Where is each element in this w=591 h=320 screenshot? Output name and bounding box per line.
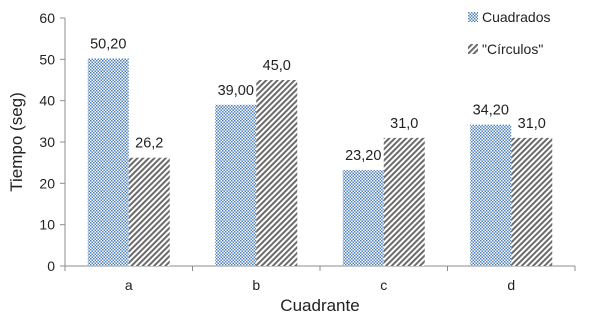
y-tick-label: 0 (47, 258, 55, 274)
data-label: 31,0 (518, 116, 546, 132)
x-category-labels: a b c d (125, 277, 515, 293)
x-category-label: d (507, 277, 515, 293)
y-tick-label: 10 (39, 217, 55, 233)
legend-label-circulos: "Círculos" (482, 41, 543, 57)
y-tick-labels: 0 10 20 30 40 50 60 (39, 10, 576, 274)
bar (511, 137, 553, 266)
bar (87, 58, 129, 266)
data-label: 31,0 (390, 116, 418, 132)
y-tick-label: 50 (39, 51, 55, 67)
data-label: 34,20 (473, 103, 509, 119)
bar (215, 104, 257, 266)
y-tick-label: 40 (39, 93, 55, 109)
data-label: 50,20 (90, 37, 126, 53)
bars (87, 58, 553, 266)
legend-swatch-circulos (468, 44, 478, 54)
legend: Cuadrados "Círculos" (468, 9, 551, 57)
legend-swatch-cuadrados (468, 12, 478, 22)
data-label: 45,0 (263, 58, 291, 74)
x-category-label: a (125, 277, 133, 293)
data-label: 26,2 (135, 136, 163, 152)
data-labels: 50,20 26,2 39,00 45,0 23,20 31,0 34,20 31,0 (90, 37, 546, 165)
y-tick-label: 60 (39, 10, 55, 26)
bar (128, 157, 170, 266)
x-category-label: b (252, 277, 260, 293)
y-axis-title: Tiempo (seg) (7, 92, 26, 192)
x-category-label: c (380, 277, 387, 293)
bar (256, 80, 298, 266)
y-tick-label: 30 (39, 134, 55, 150)
bar (342, 170, 384, 266)
data-label: 23,20 (345, 148, 381, 164)
data-label: 39,00 (218, 83, 254, 99)
bar (383, 137, 425, 266)
bar (470, 124, 512, 266)
y-tick-label: 20 (39, 175, 55, 191)
x-axis-title: Cuadrante (280, 296, 359, 315)
legend-label-cuadrados: Cuadrados (482, 9, 551, 25)
